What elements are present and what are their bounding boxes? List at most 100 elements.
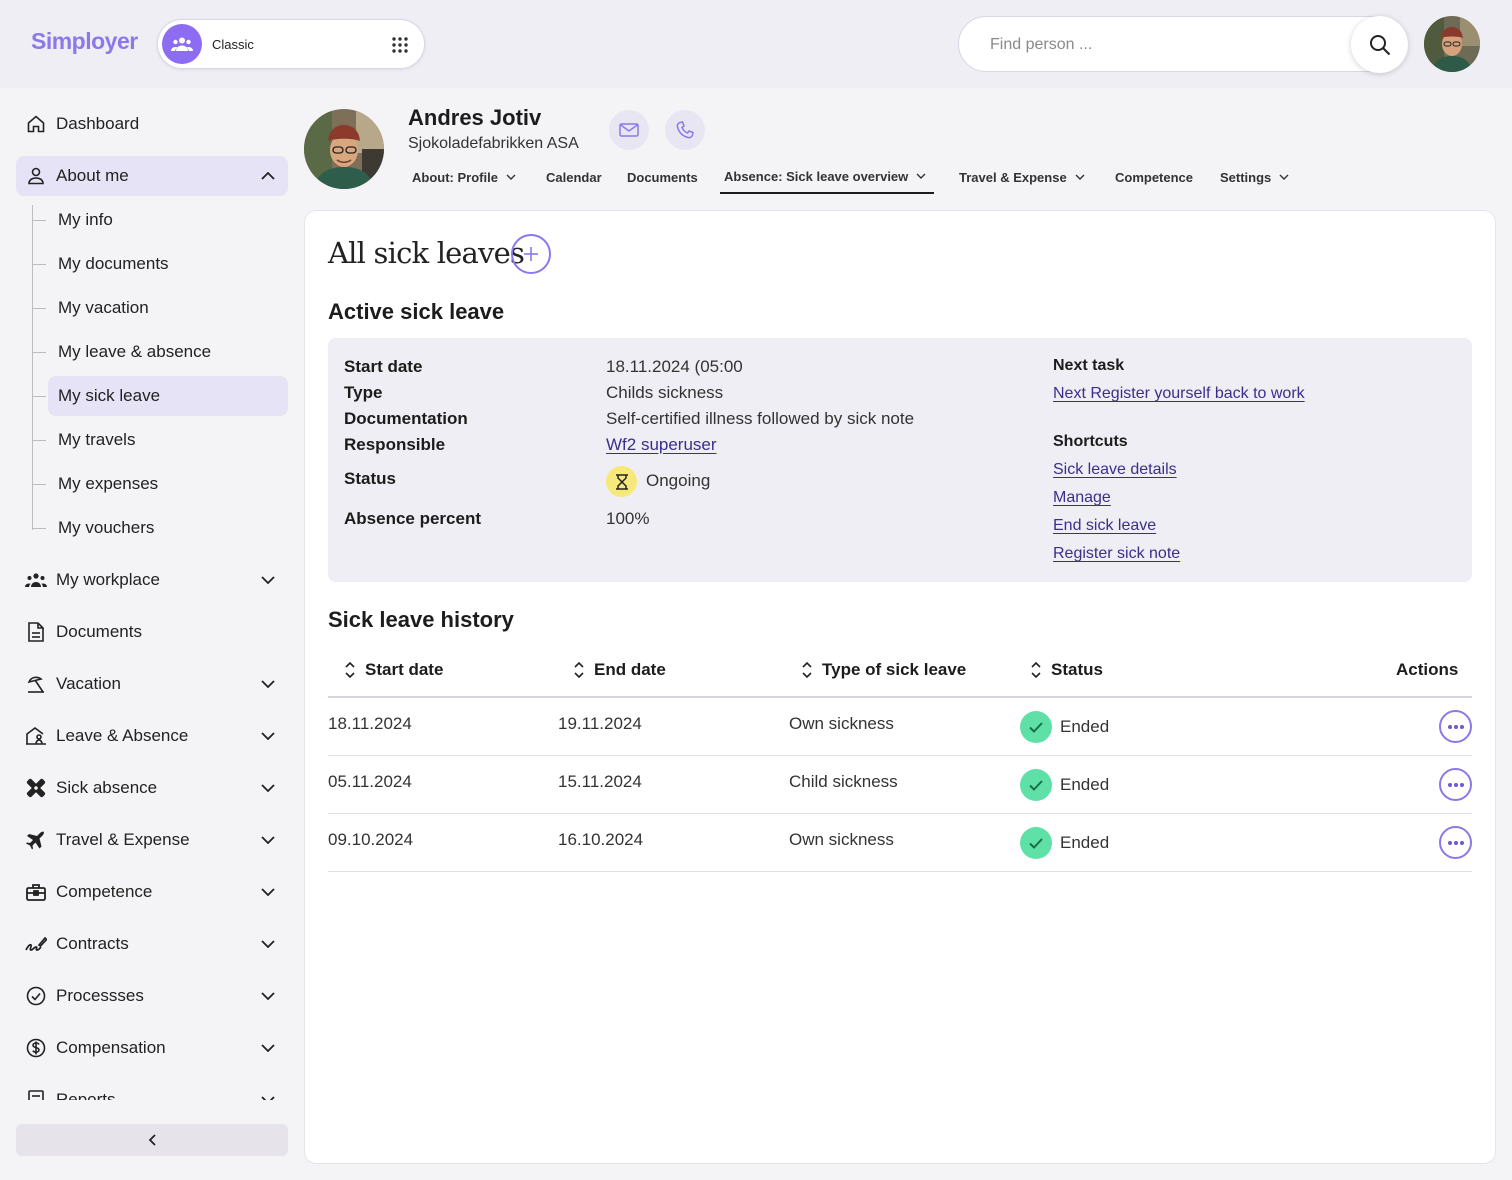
tab-label: Travel & Expense [959, 169, 1067, 185]
column-header-status[interactable]: Status [1031, 660, 1103, 680]
add-sick-leave-button[interactable] [511, 234, 551, 274]
column-header-end-date[interactable]: End date [574, 660, 666, 680]
shortcut-end-sick-leave[interactable]: End sick leave [1053, 517, 1157, 534]
find-person-search[interactable]: Find person ... [958, 16, 1408, 73]
sidebar-subitem-my-vacation[interactable]: My vacation [58, 298, 149, 317]
sidebar-item-documents[interactable]: Documents [16, 612, 288, 652]
type-value: Childs sickness [606, 383, 724, 402]
tab-absence-sick-leave-overview[interactable]: Absence: Sick leave overview [720, 160, 935, 194]
sort-icon [802, 661, 812, 679]
start-date-label: Start date [344, 357, 423, 376]
status-label: Status [344, 469, 396, 488]
chevron-down-icon [248, 992, 288, 1000]
chevron-down-icon [248, 784, 288, 792]
tab-label: Competence [1115, 169, 1194, 185]
sidebar-subitem-my-leave-absence[interactable]: My leave & absence [58, 342, 212, 361]
chevron-down-icon [248, 680, 288, 688]
shortcut-sick-leave-details[interactable]: Sick leave details [1053, 461, 1177, 478]
apps-grid-icon[interactable] [391, 36, 409, 54]
row-actions-button[interactable] [1439, 826, 1472, 859]
absence-percent-value: 100% [606, 509, 650, 528]
search-placeholder[interactable]: Find person ... [990, 36, 1093, 53]
tab-about-profile[interactable]: About: Profile [412, 160, 516, 194]
responsible-link[interactable]: Wf2 superuser [606, 435, 717, 454]
sidebar-item-vacation[interactable]: Vacation [16, 664, 288, 704]
email-button[interactable] [609, 110, 649, 150]
column-header-type[interactable]: Type of sick leave [802, 660, 966, 680]
shortcut-manage[interactable]: Manage [1053, 489, 1111, 506]
row-end-date: 19.11.2024 [558, 714, 642, 733]
sidebar-item-leave-absence[interactable]: Leave & Absence [16, 716, 288, 756]
row-actions-button[interactable] [1439, 710, 1472, 743]
tab-settings[interactable]: Settings [1220, 160, 1289, 194]
column-header-start-date[interactable]: Start date [345, 660, 443, 680]
search-button[interactable] [1351, 16, 1408, 73]
sidebar-item-my-workplace[interactable]: My workplace [16, 560, 288, 600]
collapse-sidebar-button[interactable] [16, 1124, 288, 1156]
tab-documents[interactable]: Documents [627, 160, 698, 194]
next-task-link[interactable]: Next Register yourself back to work [1053, 385, 1305, 402]
sidebar-subitem-my-info[interactable]: My info [58, 210, 113, 229]
search-icon [1369, 34, 1390, 55]
chevron-down-icon [248, 888, 288, 896]
column-header-actions: Actions [1396, 660, 1458, 680]
app-logo[interactable]: Simployer [31, 28, 138, 54]
phone-button[interactable] [665, 110, 705, 150]
tree-tick [32, 352, 46, 353]
plane-icon [16, 830, 56, 850]
sidebar-item-processes[interactable]: Processses [16, 976, 288, 1016]
mode-switcher[interactable]: Classic [157, 19, 425, 69]
type-label: Type [344, 383, 383, 402]
beach-icon [16, 674, 56, 694]
column-header-label: Type of sick leave [822, 660, 967, 679]
sidebar-item-label: Compensation [56, 1038, 166, 1057]
chevron-up-icon [248, 172, 288, 180]
tab-competence[interactable]: Competence [1115, 160, 1193, 194]
check-icon [1020, 769, 1052, 801]
next-task-heading: Next task [1053, 357, 1125, 374]
tree-tick [32, 308, 46, 309]
sidebar-item-label: Travel & Expense [56, 830, 190, 849]
tab-label: Settings [1220, 169, 1272, 185]
tab-label: Absence: Sick leave overview [724, 168, 909, 184]
sidebar-item-compensation[interactable]: Compensation [16, 1028, 288, 1068]
sidebar-item-competence[interactable]: Competence [16, 872, 288, 912]
row-start-date: 05.11.2024 [328, 772, 412, 791]
row-type: Own sickness [789, 714, 894, 733]
sidebar-subitem-my-vouchers[interactable]: My vouchers [58, 518, 155, 537]
row-actions-button[interactable] [1439, 768, 1472, 801]
plus-icon [524, 247, 538, 261]
row-type: Child sickness [789, 772, 898, 791]
responsible-label: Responsible [344, 435, 446, 454]
sidebar-item-contracts[interactable]: Contracts [16, 924, 288, 964]
user-icon [16, 166, 56, 186]
sidebar-item-travel-expense[interactable]: Travel & Expense [16, 820, 288, 860]
sidebar-item-dashboard[interactable]: Dashboard [16, 104, 288, 144]
tree-tick [32, 528, 46, 529]
table-header-divider [328, 696, 1472, 698]
sidebar-item-sick-absence[interactable]: Sick absence [16, 768, 288, 808]
sort-icon [574, 661, 584, 679]
tab-travel-expense[interactable]: Travel & Expense [959, 160, 1085, 194]
row-divider [328, 813, 1472, 814]
phone-icon [676, 121, 694, 139]
chevron-down-icon [916, 173, 926, 179]
sidebar-item-about-me[interactable]: About me [16, 156, 288, 196]
sidebar-subitem-my-travels[interactable]: My travels [58, 430, 136, 449]
sidebar-item-label: Vacation [56, 674, 121, 693]
sidebar-scroll-fade [0, 1100, 304, 1120]
start-date-value: 18.11.2024 (05:00 [606, 357, 743, 376]
user-avatar[interactable] [1424, 16, 1480, 72]
shortcut-register-sick-note[interactable]: Register sick note [1053, 545, 1181, 562]
tree-connector [32, 205, 33, 530]
tree-tick [32, 484, 46, 485]
tab-calendar[interactable]: Calendar [546, 160, 602, 194]
sidebar-subitem-my-sick-leave[interactable]: My sick leave [48, 376, 288, 416]
sidebar-item-label: Dashboard [56, 114, 140, 133]
sidebar-item-label: Contracts [56, 934, 129, 953]
row-end-date: 15.11.2024 [558, 772, 642, 791]
sidebar-subitem-my-expenses[interactable]: My expenses [58, 474, 159, 493]
sidebar-subitem-my-documents[interactable]: My documents [58, 254, 169, 273]
row-status: Ended [1060, 833, 1110, 852]
top-bar: Simployer Classic Find person ... [0, 0, 1512, 88]
